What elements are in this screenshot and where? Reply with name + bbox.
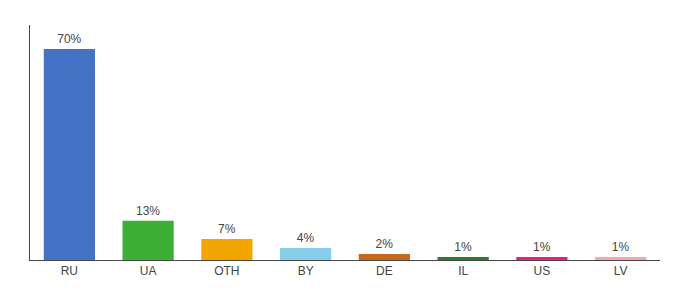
svg-text:UA: UA [140,264,157,278]
svg-text:LV: LV [614,264,628,278]
svg-text:70%: 70% [57,32,81,46]
svg-text:2%: 2% [376,237,394,251]
svg-text:RU: RU [61,264,78,278]
svg-text:OTH: OTH [214,264,239,278]
svg-text:13%: 13% [136,204,160,218]
svg-text:1%: 1% [533,240,551,254]
svg-text:BY: BY [298,264,314,278]
svg-text:1%: 1% [612,240,630,254]
svg-text:4%: 4% [297,231,315,245]
svg-text:DE: DE [376,264,393,278]
svg-text:IL: IL [458,264,468,278]
svg-text:7%: 7% [218,222,236,236]
svg-text:1%: 1% [454,240,472,254]
svg-text:US: US [534,264,551,278]
